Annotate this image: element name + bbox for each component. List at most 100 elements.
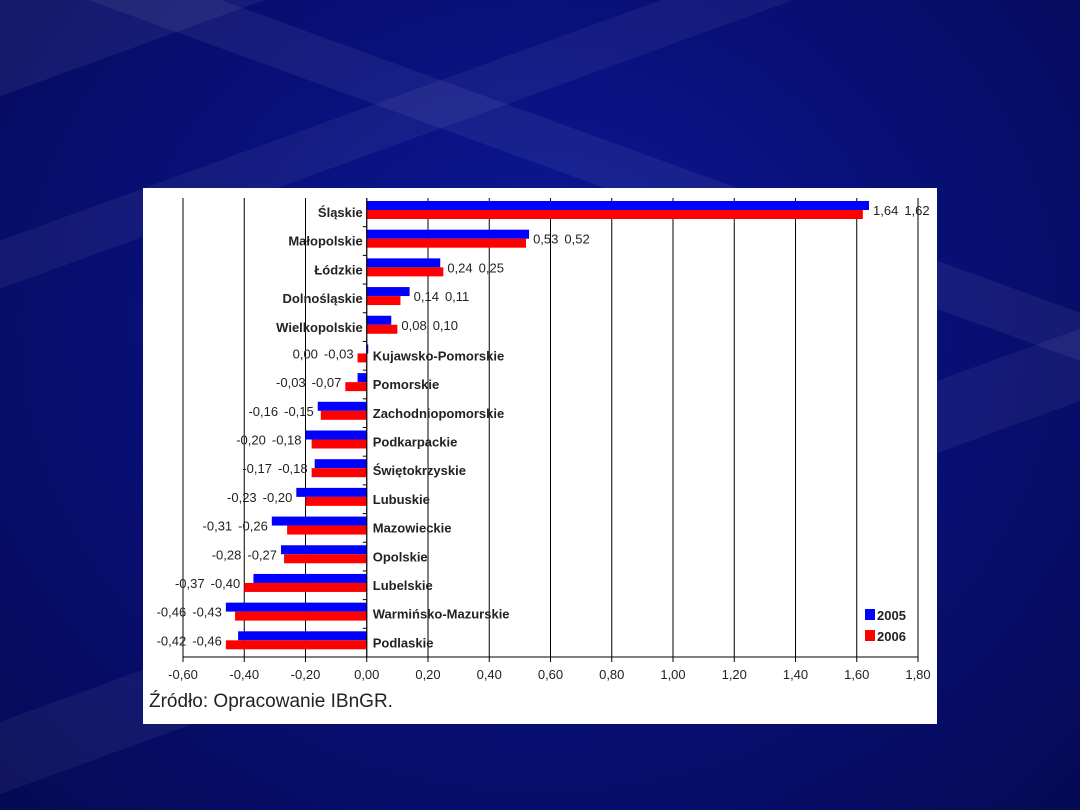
x-tick-label: -0,20 — [291, 667, 321, 682]
bar-2005 — [253, 573, 367, 583]
category-label: Pomorskie — [373, 377, 439, 392]
data-label-2005: 0,14 — [414, 289, 439, 304]
bar-2005 — [305, 430, 367, 440]
bar-chart: -0,60 -0,40 -0,20 0,00 0,20 0,40 0,60 0,80 1,00 1… — [157, 198, 931, 682]
category-label: Śląskie — [318, 205, 363, 220]
x-tick-label: 0,00 — [354, 667, 379, 682]
source-note: Źródło: Opracowanie IBnGR. — [149, 691, 393, 712]
category-label: Podkarpackie — [373, 435, 458, 450]
bar-2006 — [366, 267, 444, 277]
data-label-2006: 0,10 — [433, 318, 458, 333]
bar-2006 — [284, 554, 367, 564]
x-tick-label: 1,20 — [722, 667, 747, 682]
data-label-2006: -0,26 — [238, 519, 268, 534]
category-label: Mazowieckie — [373, 521, 452, 536]
legend-label: 2006 — [877, 629, 906, 644]
data-label-2005: -0,28 — [212, 547, 242, 562]
data-label-2005: -0,46 — [157, 605, 187, 620]
data-label-2005: -0,37 — [175, 576, 205, 591]
data-label-2005: -0,23 — [227, 490, 257, 505]
data-label-2005: -0,42 — [157, 633, 187, 648]
category-label: Łódzkie — [314, 262, 362, 277]
category-label: Świętokrzyskie — [373, 463, 466, 478]
bar-2005 — [225, 602, 367, 612]
x-tick-label: 0,60 — [538, 667, 563, 682]
x-tick-label: -0,40 — [229, 667, 259, 682]
x-tick-label: 1,80 — [905, 667, 930, 682]
data-label-2005: -0,17 — [242, 461, 272, 476]
bar-2005 — [314, 459, 367, 469]
data-label-2005: 0,24 — [447, 260, 472, 275]
bar-2006 — [320, 410, 367, 420]
data-label-2005: 1,64 — [873, 203, 898, 218]
bar-2005 — [296, 487, 367, 497]
bar-2006 — [311, 439, 367, 449]
data-label-2006: 0,11 — [445, 289, 469, 304]
data-label-2006: -0,18 — [272, 433, 302, 448]
bar-2006 — [366, 238, 526, 248]
legend-swatch-2005 — [865, 609, 875, 620]
bar-2005 — [271, 516, 367, 526]
data-label-2005: 0,00 — [293, 346, 318, 361]
data-label-2006: -0,07 — [312, 375, 342, 390]
data-label-2005: 0,08 — [401, 318, 426, 333]
x-tick-label: 0,20 — [415, 667, 440, 682]
bar-2006 — [366, 210, 863, 219]
data-label-2006: -0,03 — [324, 346, 354, 361]
bar-2005 — [366, 315, 392, 325]
x-tick-label: -0,60 — [168, 667, 198, 682]
x-tick-label: 0,80 — [599, 667, 624, 682]
legend-swatch-2006 — [865, 630, 875, 641]
bar-2005 — [317, 401, 367, 411]
data-label-2005: -0,20 — [236, 433, 266, 448]
bar-2005 — [366, 344, 369, 354]
bar-2005 — [366, 287, 410, 297]
legend-label: 2005 — [877, 608, 906, 623]
category-label: Zachodniopomorskie — [373, 406, 504, 421]
bar-2006 — [366, 324, 398, 334]
bar-2005 — [366, 201, 869, 210]
data-label-2006: -0,15 — [284, 404, 314, 419]
bar-2006 — [357, 353, 367, 363]
bar-2006 — [311, 468, 367, 478]
data-label-2006: -0,40 — [211, 576, 241, 591]
category-label: Wielkopolskie — [276, 320, 363, 335]
bar-2005 — [366, 258, 441, 268]
data-label-2006: -0,18 — [278, 461, 308, 476]
chart-panel: -0,60 -0,40 -0,20 0,00 0,20 0,40 0,60 0,80 1,00 1… — [143, 188, 937, 724]
data-label-2006: -0,46 — [192, 633, 222, 648]
category-label: Opolskie — [373, 549, 428, 564]
bar-2006 — [225, 640, 367, 650]
data-label-2006: -0,43 — [192, 605, 222, 620]
bar-2006 — [305, 496, 367, 506]
bar-2006 — [345, 382, 367, 392]
data-label-2005: -0,16 — [248, 404, 278, 419]
data-label-2005: 0,53 — [533, 232, 558, 247]
x-tick-label: 1,00 — [660, 667, 685, 682]
bar-2006 — [287, 525, 367, 535]
bar-2005 — [281, 545, 367, 555]
bar-2006 — [366, 296, 401, 306]
data-label-2005: -0,31 — [203, 519, 233, 534]
data-label-2006: -0,20 — [263, 490, 293, 505]
data-label-2005: -0,03 — [276, 375, 306, 390]
x-tick-label: 1,40 — [783, 667, 808, 682]
category-label: Lubelskie — [373, 578, 433, 593]
x-tick-label: 1,60 — [844, 667, 869, 682]
bar-2005 — [366, 229, 530, 239]
category-label: Lubuskie — [373, 492, 430, 507]
data-label-2006: 0,25 — [479, 260, 504, 275]
x-tick-label: 0,40 — [477, 667, 502, 682]
data-label-2006: 0,52 — [564, 232, 589, 247]
bar-2006 — [235, 611, 367, 621]
category-label: Warmińsko-Mazurskie — [373, 607, 510, 622]
category-label: Małopolskie — [288, 234, 362, 249]
bar-2005 — [357, 373, 367, 383]
bar-2006 — [244, 582, 367, 592]
data-label-2006: 1,62 — [904, 203, 929, 218]
category-label: Kujawsko-Pomorskie — [373, 348, 505, 363]
category-label: Podlaskie — [373, 635, 434, 650]
bar-2005 — [238, 631, 367, 641]
category-label: Dolnośląskie — [283, 291, 363, 306]
data-label-2006: -0,27 — [247, 547, 277, 562]
